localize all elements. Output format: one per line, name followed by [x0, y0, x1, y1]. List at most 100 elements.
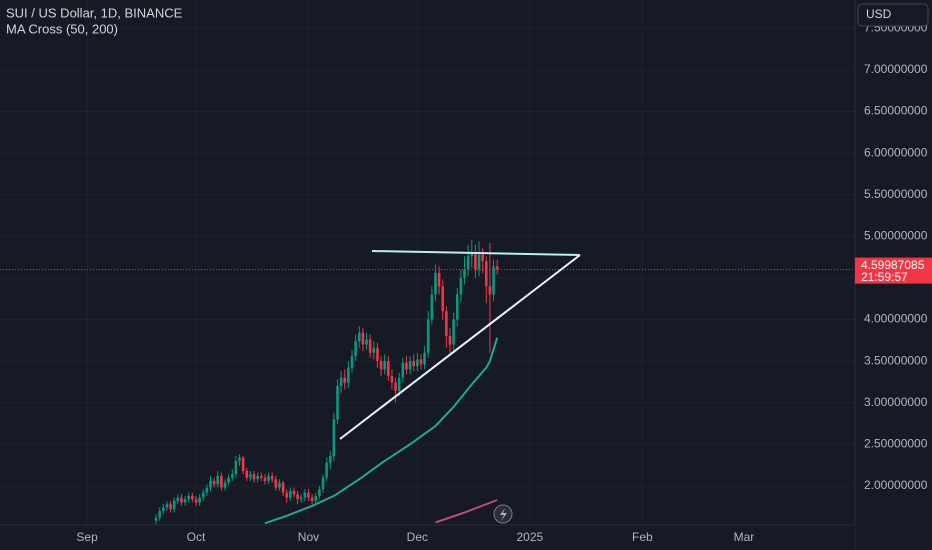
candle-body — [285, 492, 288, 498]
candle-body — [470, 252, 474, 257]
candle-body — [474, 252, 477, 270]
candle-body — [205, 487, 209, 493]
chart-title: SUI / US Dollar, 1D, BINANCE — [6, 5, 183, 20]
plot-area — [0, 239, 855, 525]
candle-body — [459, 277, 463, 295]
candle-body — [354, 341, 357, 357]
y-tick-label: 3.50000000 — [864, 353, 928, 367]
candle-body — [343, 377, 347, 383]
y-tick-label: 5.50000000 — [864, 187, 928, 201]
candle-body — [379, 361, 383, 370]
candle-body — [426, 319, 430, 353]
candle-body — [227, 477, 230, 483]
candle-body — [162, 507, 165, 511]
moving-average — [264, 337, 499, 525]
candle-body — [307, 492, 310, 498]
candle-body — [408, 361, 412, 370]
currency-label: USD — [866, 7, 892, 21]
y-tick-label: 7.00000000 — [864, 62, 928, 76]
candle-body — [412, 361, 416, 367]
candle-body — [165, 504, 169, 508]
candle-body — [187, 495, 191, 500]
candle-body — [172, 500, 176, 510]
candle-body — [249, 474, 252, 478]
candle-body — [365, 339, 368, 345]
candle-body — [350, 356, 354, 368]
candle-body — [397, 377, 401, 392]
candle-body — [441, 286, 445, 312]
candle-body — [180, 497, 183, 503]
candle-body — [495, 266, 499, 270]
drawings — [339, 250, 581, 524]
candle-body — [223, 482, 227, 488]
y-tick-label: 4.00000000 — [864, 312, 928, 326]
candle-body — [230, 474, 234, 478]
candle-body — [252, 474, 256, 480]
candle-body — [241, 457, 245, 471]
currency-button[interactable] — [857, 3, 929, 27]
candle-body — [314, 495, 318, 501]
candle-body — [484, 261, 488, 287]
candle-body — [321, 477, 325, 490]
candle-body — [376, 347, 379, 362]
candle-body — [430, 294, 434, 320]
candle-body — [434, 272, 437, 295]
x-tick-label: Dec — [407, 530, 428, 544]
x-tick-label: Nov — [298, 530, 319, 544]
y-tick-label: 6.50000000 — [864, 104, 928, 118]
candle-body — [292, 490, 296, 495]
candle-body — [274, 479, 278, 488]
candle-body — [368, 339, 372, 353]
candle-body — [325, 462, 328, 478]
candle-body — [256, 475, 259, 480]
candle-body — [437, 272, 441, 287]
candle-body — [299, 497, 303, 500]
candle-body — [448, 336, 452, 345]
indicator-label: MA Cross (50, 200) — [6, 21, 118, 36]
candle-body — [492, 266, 495, 295]
candle-body — [332, 419, 336, 456]
candle-body — [278, 482, 281, 488]
candle-body — [401, 362, 405, 378]
x-tick-label: Mar — [734, 530, 755, 544]
candle-body — [481, 254, 484, 262]
candle-body — [336, 386, 339, 420]
candle-body — [347, 367, 350, 383]
candle-body — [212, 480, 216, 485]
y-tick-label: 5.00000000 — [864, 228, 928, 242]
candle-body — [234, 460, 238, 475]
y-tick-label: 2.00000000 — [864, 478, 928, 492]
candle-body — [201, 492, 205, 498]
candle-body — [220, 475, 223, 488]
candle-body — [176, 497, 180, 501]
lightning — [500, 508, 507, 521]
candle-body — [383, 361, 386, 370]
time-axis — [0, 525, 855, 550]
candle-body — [281, 482, 285, 493]
candle-body — [245, 470, 249, 478]
candle-body — [169, 504, 172, 510]
candle-body — [488, 286, 492, 295]
candle-body — [372, 347, 376, 353]
candle-body — [445, 311, 448, 337]
candle-body — [303, 492, 307, 498]
x-tick-label: 2025 — [516, 530, 543, 544]
y-tick-label: 2.50000000 — [864, 436, 928, 450]
candle-body — [194, 499, 198, 503]
candle-body — [318, 489, 321, 496]
candle-body — [259, 475, 263, 478]
resistance-line — [371, 250, 581, 256]
candle-body — [183, 499, 187, 503]
x-tick-label: Oct — [187, 530, 206, 544]
candle-body — [405, 362, 408, 370]
candle-body — [198, 497, 201, 503]
candle-body — [361, 332, 365, 345]
candle-body — [289, 490, 292, 498]
trend-line — [339, 254, 581, 440]
candle-body — [296, 494, 299, 500]
x-tick-label: Sep — [76, 530, 98, 544]
candle-body — [416, 359, 419, 367]
candle-body — [423, 352, 426, 365]
